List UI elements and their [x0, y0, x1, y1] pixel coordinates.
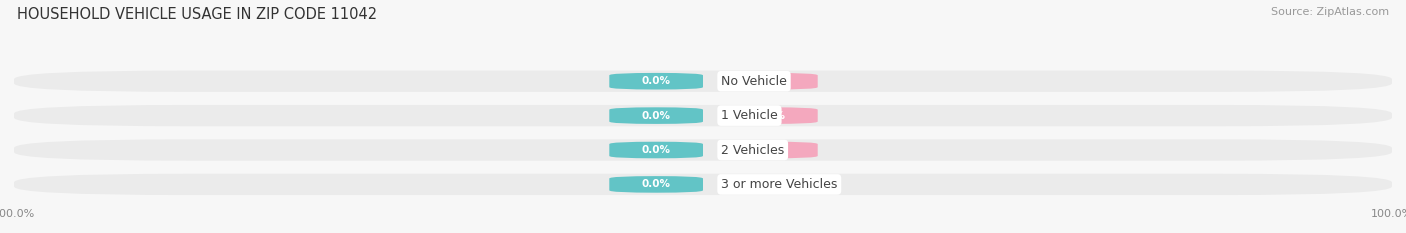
- Text: 0.0%: 0.0%: [756, 145, 786, 155]
- FancyBboxPatch shape: [14, 71, 1392, 92]
- Text: 0.0%: 0.0%: [641, 76, 671, 86]
- Text: 1 Vehicle: 1 Vehicle: [721, 109, 778, 122]
- Text: No Vehicle: No Vehicle: [721, 75, 787, 88]
- Text: 0.0%: 0.0%: [756, 179, 786, 189]
- Text: 0.0%: 0.0%: [641, 179, 671, 189]
- FancyBboxPatch shape: [609, 73, 703, 89]
- FancyBboxPatch shape: [609, 142, 703, 158]
- Text: 0.0%: 0.0%: [641, 145, 671, 155]
- Text: 2 Vehicles: 2 Vehicles: [721, 144, 785, 157]
- Text: 0.0%: 0.0%: [756, 76, 786, 86]
- FancyBboxPatch shape: [609, 176, 703, 193]
- Text: 3 or more Vehicles: 3 or more Vehicles: [721, 178, 838, 191]
- FancyBboxPatch shape: [609, 107, 703, 124]
- FancyBboxPatch shape: [724, 107, 818, 124]
- Text: HOUSEHOLD VEHICLE USAGE IN ZIP CODE 11042: HOUSEHOLD VEHICLE USAGE IN ZIP CODE 1104…: [17, 7, 377, 22]
- FancyBboxPatch shape: [14, 105, 1392, 126]
- FancyBboxPatch shape: [724, 142, 818, 158]
- FancyBboxPatch shape: [724, 176, 818, 193]
- Text: 0.0%: 0.0%: [641, 111, 671, 121]
- Text: 0.0%: 0.0%: [756, 111, 786, 121]
- Text: Source: ZipAtlas.com: Source: ZipAtlas.com: [1271, 7, 1389, 17]
- FancyBboxPatch shape: [14, 174, 1392, 195]
- FancyBboxPatch shape: [724, 73, 818, 89]
- FancyBboxPatch shape: [14, 139, 1392, 161]
